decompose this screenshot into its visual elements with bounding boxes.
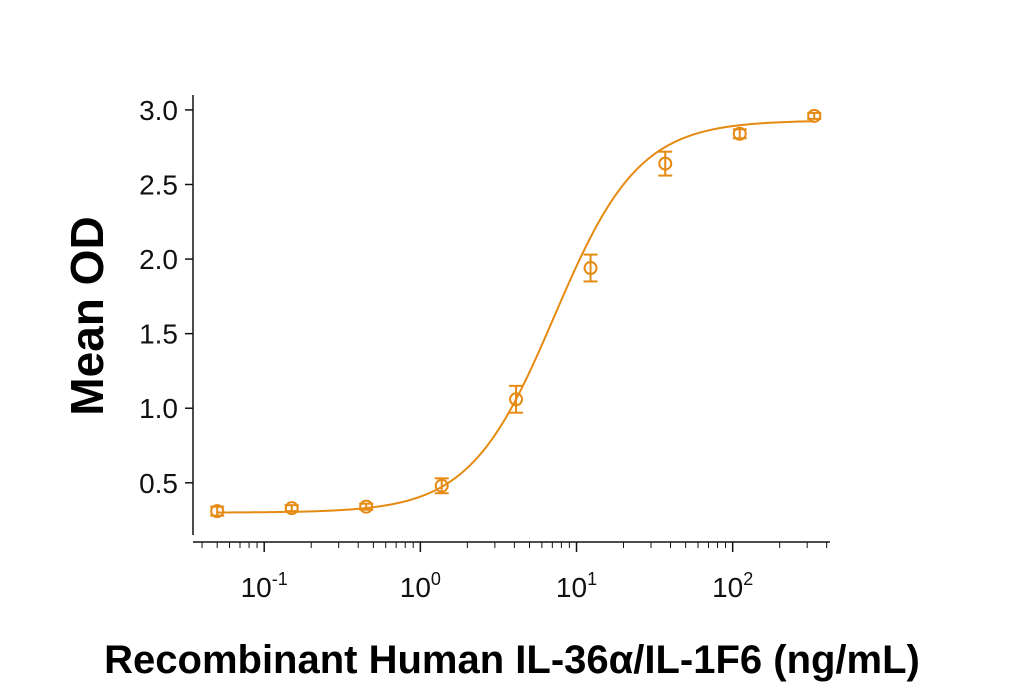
x-ticks: 10-1 100 101 102 [201, 542, 828, 603]
data-point [284, 501, 299, 516]
y-ticks: 0.5 1.0 1.5 2.0 2.5 3.0 [139, 95, 193, 499]
x-tick-label: 100 [400, 569, 441, 603]
point-marker [434, 478, 449, 493]
y-axis: 0.5 1.0 1.5 2.0 2.5 3.0 [139, 95, 194, 535]
y-tick-label: 2.5 [139, 169, 178, 200]
point-marker [509, 392, 524, 407]
data-point [583, 253, 598, 283]
x-tick-label: 10-1 [241, 569, 288, 603]
y-tick-label: 1.5 [139, 319, 178, 350]
data-point [210, 504, 225, 519]
fit-curve [217, 120, 815, 514]
data-points [210, 108, 822, 519]
y-axis-title: Mean OD [61, 216, 113, 415]
point-marker [284, 501, 299, 516]
data-point [807, 108, 822, 123]
point-marker [583, 261, 598, 276]
y-tick-label: 2.0 [139, 244, 178, 275]
x-tick-label: 101 [556, 569, 597, 603]
point-marker [807, 108, 822, 123]
y-tick-label: 1.0 [139, 393, 178, 424]
y-tick-label: 3.0 [139, 95, 178, 126]
y-tick-label: 0.5 [139, 468, 178, 499]
x-axis: 10-1 100 101 102 [193, 541, 830, 603]
data-point [359, 499, 374, 514]
point-marker [210, 504, 225, 519]
point-marker [732, 126, 747, 141]
data-point [509, 384, 524, 414]
x-axis-title: Recombinant Human IL-36α/IL-1F6 (ng/mL) [104, 638, 920, 682]
data-point [434, 477, 449, 495]
point-marker [658, 156, 673, 171]
x-tick-label: 102 [712, 569, 753, 603]
data-point [732, 126, 747, 141]
point-marker [359, 499, 374, 514]
data-point [658, 150, 673, 177]
